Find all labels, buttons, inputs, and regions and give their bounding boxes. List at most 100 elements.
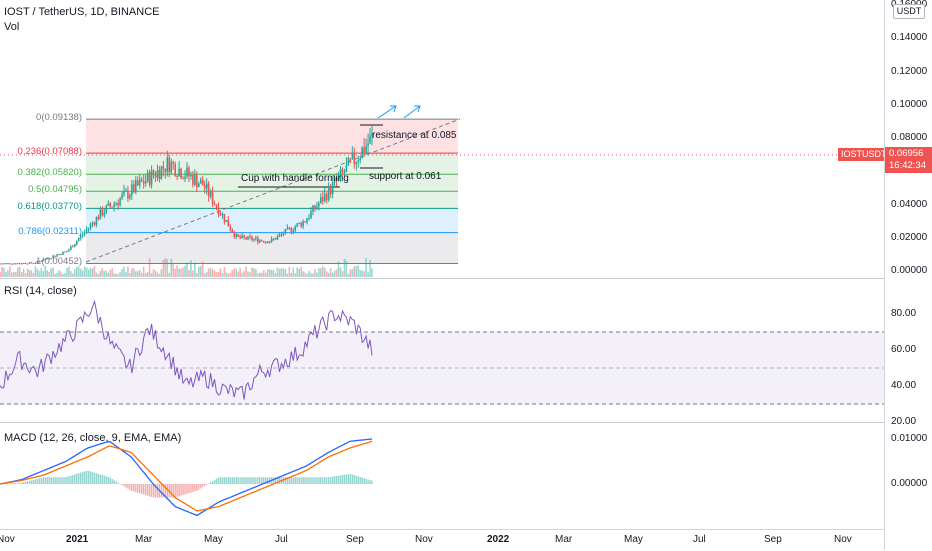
candle-body: [107, 203, 110, 206]
macd-histogram-bar: [144, 484, 147, 496]
volume-bar: [38, 271, 41, 277]
volume-bar: [18, 266, 21, 277]
macd-histogram-bar: [7, 483, 9, 485]
macd-histogram-bar: [194, 484, 196, 492]
macd-histogram-bar: [70, 475, 72, 484]
macd-histogram-bar: [284, 477, 287, 484]
candle-body: [75, 241, 78, 245]
volume-bar: [221, 273, 224, 277]
candle-body: [253, 239, 255, 241]
macd-histogram-bar: [135, 484, 137, 493]
time-tick: Sep: [346, 534, 364, 545]
volume-bar: [148, 258, 151, 277]
macd-histogram-bar: [361, 477, 363, 484]
signal-line: [0, 440, 373, 512]
candle-body: [158, 169, 161, 180]
candle-body: [264, 241, 267, 243]
volume-bar: [203, 273, 206, 277]
macd-histogram-bar: [34, 479, 37, 484]
volume-bar: [176, 265, 178, 277]
volume-bar: [34, 266, 37, 277]
volume-bar: [140, 272, 143, 277]
candle-body: [184, 176, 186, 179]
macd-histogram-bar: [141, 484, 143, 494]
rsi-tick: 60.00: [891, 344, 917, 355]
volume-bar: [83, 266, 86, 277]
candle-body: [101, 209, 104, 216]
price-tick: 0.02000: [891, 231, 928, 243]
volume-bar: [54, 273, 56, 277]
volume-bar: [264, 272, 267, 277]
candle-body: [156, 169, 159, 178]
volume-bar: [229, 273, 232, 277]
volume-bar: [217, 272, 220, 277]
time-axis[interactable]: Nov 2021 Mar May Jul Sep Nov 2022 Mar May Jul Sep No…: [0, 529, 884, 551]
macd-histogram-bar: [203, 484, 206, 486]
candle-body: [365, 145, 367, 153]
candle-body: [113, 203, 115, 207]
macd-histogram-bar: [156, 484, 159, 498]
macd-histogram-bar: [115, 481, 117, 484]
macd-histogram-bar: [85, 470, 88, 484]
macd-histogram-bar: [247, 477, 249, 484]
candle-body: [229, 226, 232, 230]
candle-body: [14, 263, 17, 265]
candle-body: [144, 181, 147, 184]
candle-body: [66, 251, 68, 253]
volume-bar: [262, 270, 265, 277]
candle-body: [339, 169, 342, 176]
volume-bar: [186, 262, 188, 277]
volume-bar: [133, 268, 135, 277]
macd-histogram-bar: [245, 477, 247, 484]
candle-body: [109, 203, 112, 207]
candle-body: [227, 220, 230, 227]
volume-bar: [351, 268, 354, 277]
macd-histogram-bar: [357, 476, 359, 484]
candle-body: [22, 263, 25, 265]
candle-body: [178, 168, 180, 177]
volume-bar: [131, 268, 133, 277]
volume-bar: [168, 272, 171, 277]
volume-bar: [288, 266, 291, 277]
candle-body: [274, 238, 277, 240]
candle-body: [235, 234, 237, 237]
price-axis[interactable]: 0.160000.140000.120000.100000.080000.060…: [884, 0, 932, 550]
macd-histogram-bar: [97, 473, 100, 484]
macd-histogram-bar: [72, 475, 74, 484]
candle-body: [11, 263, 13, 265]
support-annotation: support at 0.061: [369, 171, 442, 182]
candle-body: [371, 133, 373, 136]
currency-badge[interactable]: USDT: [893, 4, 925, 19]
price-pane[interactable]: IOST / TetherUS, 1D, BINANCE Vol 0(0.091…: [0, 0, 890, 278]
candle-body: [7, 263, 9, 265]
volume-bar: [44, 266, 47, 277]
volume-bar: [323, 267, 326, 277]
volume-bar: [152, 269, 155, 277]
macd-pane[interactable]: MACD (12, 26, close, 9, EMA, EMA): [0, 423, 884, 529]
price-tick: 0.08000: [891, 132, 928, 143]
candle-body: [239, 236, 241, 239]
volume-bar: [339, 267, 342, 277]
rsi-pane[interactable]: RSI (14, close): [0, 279, 884, 422]
fib-zone: [86, 208, 458, 233]
volume-bar: [14, 272, 17, 277]
candle-body: [251, 237, 253, 241]
macd-histogram-bar: [40, 477, 43, 484]
candle-body: [87, 227, 90, 230]
volume-bar: [64, 273, 66, 277]
volume-bar: [353, 266, 356, 277]
volume-bar: [156, 272, 159, 277]
rsi-tick: 20.00: [891, 416, 917, 427]
candle-body: [219, 214, 222, 216]
candle-body: [316, 206, 318, 210]
candle-body: [284, 228, 287, 235]
macd-histogram-bar: [367, 479, 369, 484]
candle-body: [355, 161, 358, 164]
candle-body: [361, 147, 363, 159]
candle-body: [223, 213, 226, 222]
candle-body: [217, 207, 220, 215]
volume-bar: [170, 258, 173, 277]
volume-bar: [325, 271, 328, 277]
macd-histogram-bar: [11, 483, 13, 484]
volume-bar: [215, 272, 218, 277]
